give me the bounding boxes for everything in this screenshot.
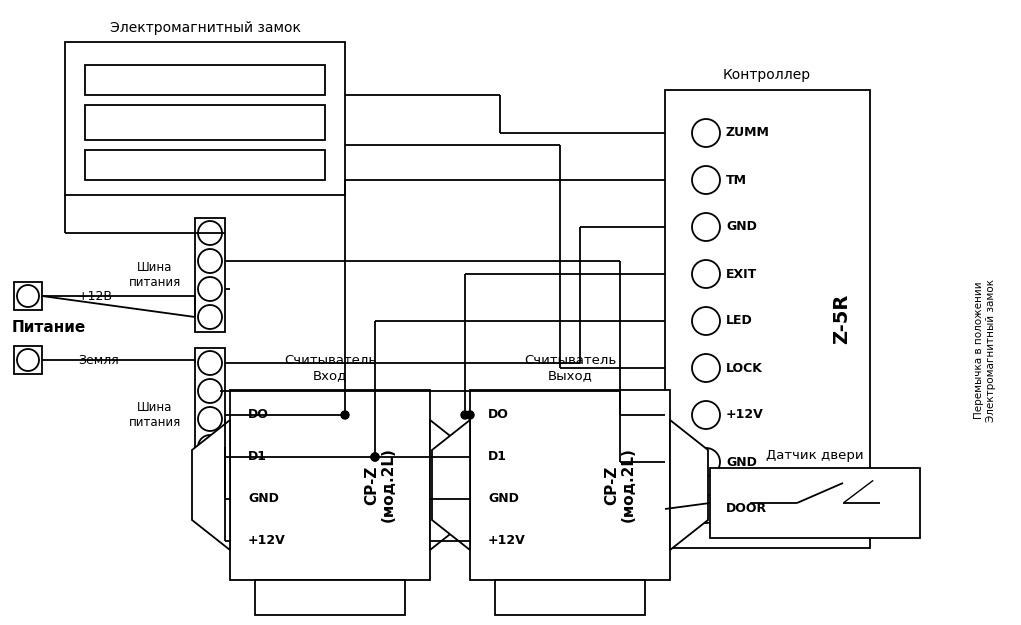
Text: D1: D1 [248, 451, 268, 464]
Circle shape [198, 221, 222, 245]
Circle shape [341, 411, 349, 419]
Text: Питание: Питание [12, 321, 86, 336]
Text: GND: GND [726, 221, 757, 234]
Bar [819, 513, 829, 523]
Text: DO: DO [488, 409, 508, 421]
Bar [85, 150, 325, 180]
Text: LOCK: LOCK [726, 361, 763, 374]
Bar [195, 218, 225, 332]
Text: TM: TM [726, 174, 747, 186]
Text: CP-Z
(мод.2L): CP-Z (мод.2L) [603, 448, 636, 522]
Text: D1: D1 [488, 451, 507, 464]
Bar [495, 580, 645, 615]
Circle shape [692, 401, 720, 429]
Polygon shape [432, 420, 470, 550]
Text: GND: GND [488, 492, 519, 506]
Bar [65, 42, 345, 195]
Bar [805, 513, 815, 523]
Polygon shape [430, 420, 468, 550]
Circle shape [692, 354, 720, 382]
Circle shape [692, 495, 720, 523]
Bar [14, 282, 42, 310]
Circle shape [692, 260, 720, 288]
Bar [710, 468, 920, 538]
Bar [833, 499, 843, 509]
Bar [805, 499, 815, 509]
Text: Шина
питания: Шина питания [129, 261, 181, 289]
Text: LED: LED [726, 314, 752, 328]
Text: +12V: +12V [726, 409, 764, 421]
Bar [85, 65, 325, 95]
Text: EXIT: EXIT [726, 268, 758, 281]
Text: Перемычка в положении
Электромагнитный замок: Перемычка в положении Электромагнитный з… [974, 279, 995, 421]
Circle shape [17, 349, 39, 371]
Text: GND: GND [726, 456, 757, 469]
Polygon shape [670, 420, 708, 550]
Text: +12V: +12V [248, 534, 286, 548]
Circle shape [692, 119, 720, 147]
Polygon shape [192, 420, 230, 550]
Text: Z-5R: Z-5R [832, 294, 852, 344]
Text: Считыватель
Выход: Считыватель Выход [524, 354, 616, 382]
Text: Шина
питания: Шина питания [129, 401, 181, 429]
Text: Земля: Земля [78, 354, 118, 366]
Text: Считыватель
Вход: Считыватель Вход [284, 354, 376, 382]
Bar [230, 390, 430, 580]
Text: +12В: +12В [78, 289, 113, 302]
Text: Контроллер: Контроллер [723, 68, 811, 82]
Bar [85, 105, 325, 140]
Text: GND: GND [248, 492, 279, 506]
Circle shape [198, 435, 222, 459]
Text: DOOR: DOOR [726, 503, 767, 516]
Circle shape [371, 453, 379, 461]
Circle shape [461, 411, 469, 419]
Bar [195, 348, 225, 462]
Circle shape [17, 285, 39, 307]
Text: CP-Z
(мод.2L): CP-Z (мод.2L) [363, 448, 396, 522]
Circle shape [198, 277, 222, 301]
Text: Датчик двери: Датчик двери [766, 449, 864, 461]
Circle shape [692, 213, 720, 241]
Circle shape [371, 453, 379, 461]
Circle shape [198, 351, 222, 375]
Bar [665, 90, 870, 548]
Bar [14, 346, 42, 374]
Bar [833, 513, 843, 523]
Text: +12V: +12V [488, 534, 526, 548]
Circle shape [692, 307, 720, 335]
Circle shape [692, 448, 720, 476]
Bar [819, 499, 829, 509]
Circle shape [198, 379, 222, 403]
Bar [470, 390, 670, 580]
Circle shape [198, 407, 222, 431]
Circle shape [198, 249, 222, 273]
Bar [255, 580, 405, 615]
Text: DO: DO [248, 409, 269, 421]
Circle shape [466, 411, 474, 419]
Text: ZUMM: ZUMM [726, 126, 770, 139]
Circle shape [198, 305, 222, 329]
Circle shape [692, 166, 720, 194]
Text: Электромагнитный замок: Электромагнитный замок [109, 21, 300, 35]
